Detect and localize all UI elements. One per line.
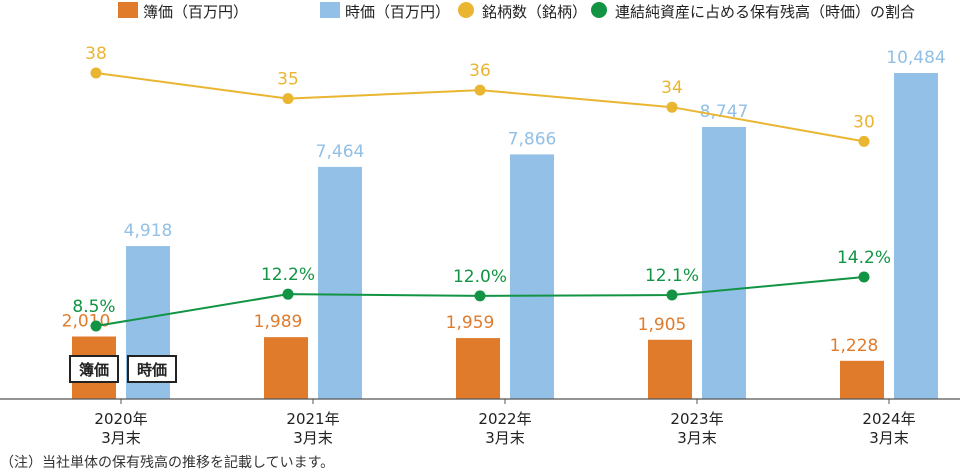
x-tick-label-year-1: 2021年	[286, 410, 339, 428]
x-tick-label-month-2: 3月末	[485, 429, 525, 447]
market-value-label-2: 7,866	[508, 129, 557, 149]
x-tick-label-month-4: 3月末	[869, 429, 909, 447]
market-value-label-3: 8,747	[700, 102, 749, 122]
book-value-bar-4	[840, 360, 884, 399]
bar-series: 2,010 1,989 1,959 1,9051,2284,9187,4647,866…	[62, 48, 946, 399]
bar-tag-label-1: 時価	[137, 361, 167, 379]
book-value-label-2: 1,959	[446, 313, 495, 333]
market-value-label-4: 10,484	[886, 48, 945, 68]
ratio-label-1: 12.2%	[261, 265, 315, 285]
ratio-point-2	[474, 290, 486, 302]
x-tick-label-month-3: 3月末	[677, 429, 717, 447]
legend-swatch-1	[320, 2, 340, 18]
market-value-bar-2	[510, 154, 554, 399]
legend-swatch-0	[118, 2, 138, 18]
market-value-bar-1	[318, 166, 362, 399]
bar-tag-label-0: 簿価	[79, 361, 109, 379]
legend-dot-2	[458, 2, 474, 18]
stock-count-label-2: 36	[469, 61, 491, 81]
book-value-label-1: 1,989	[254, 312, 303, 332]
book-value-label-4: 1,228	[830, 336, 879, 356]
ratio-label-3: 12.1%	[645, 266, 699, 286]
ratio-point-3	[666, 289, 678, 301]
ratio-label-0: 8.5%	[72, 297, 115, 317]
ratio-point-4	[858, 271, 870, 283]
stock-count-point-4	[858, 135, 870, 147]
market-value-label-0: 4,918	[124, 221, 173, 241]
ratio-point-1	[282, 288, 294, 300]
line-series: 38 35 36 34 30 8.5% 12.2% 12.0% 12.1% 14.2%	[72, 44, 891, 332]
x-tick-label-year-4: 2024年	[862, 410, 915, 428]
chart-legend: 簿価（百万円） 時価（百万円） 銘柄数（銘柄） 連結純資産に占める保有残高（時価）の割…	[118, 2, 915, 21]
bar-tag-box-0	[69, 355, 119, 383]
stock-count-label-3: 34	[661, 78, 683, 98]
book-value-bar-3	[648, 339, 692, 399]
stock-count-point-1	[282, 93, 294, 105]
stock-count-label-4: 30	[853, 112, 875, 132]
ratio-point-0	[90, 320, 102, 332]
legend-label-2: 銘柄数（銘柄）	[482, 3, 587, 21]
book-value-bar-2	[456, 338, 500, 399]
book-value-label-3: 1,905	[638, 315, 687, 335]
x-tick-label-year-2: 2022年	[478, 410, 531, 428]
legend-label-3: 連結純資産に占める保有残高（時価）の割合	[615, 3, 915, 21]
book-value-bar-1	[264, 337, 308, 399]
x-tick-label-year-0: 2020年	[94, 410, 147, 428]
market-value-bar-3	[702, 127, 746, 399]
market-value-bar-4	[894, 73, 938, 399]
ratio-label-2: 12.0%	[453, 267, 507, 287]
market-value-label-1: 7,464	[316, 142, 365, 162]
stock-count-line	[95, 72, 865, 143]
holdings-chart: 簿価（百万円） 時価（百万円） 銘柄数（銘柄） 連結純資産に占める保有残高（時価）の割…	[0, 2, 960, 447]
stock-count-point-3	[666, 101, 678, 113]
bar-tag-box-1	[127, 355, 177, 383]
footnote: （注）当社単体の保有残高の推移を記載しています。	[0, 455, 335, 471]
legend-label-0: 簿価（百万円）	[143, 3, 248, 21]
x-tick-label-month-1: 3月末	[293, 429, 333, 447]
stock-count-point-0	[90, 67, 102, 79]
stock-count-label-1: 35	[277, 70, 299, 90]
legend-dot-3	[591, 2, 607, 18]
stock-count-point-2	[474, 84, 486, 96]
legend-label-1: 時価（百万円）	[345, 3, 450, 21]
bar-tags: 簿価 時価	[69, 355, 177, 383]
stock-count-label-0: 38	[85, 44, 107, 64]
x-tick-label-month-0: 3月末	[101, 429, 141, 447]
x-tick-label-year-3: 2023年	[670, 410, 723, 428]
ratio-label-4: 14.2%	[837, 248, 891, 268]
